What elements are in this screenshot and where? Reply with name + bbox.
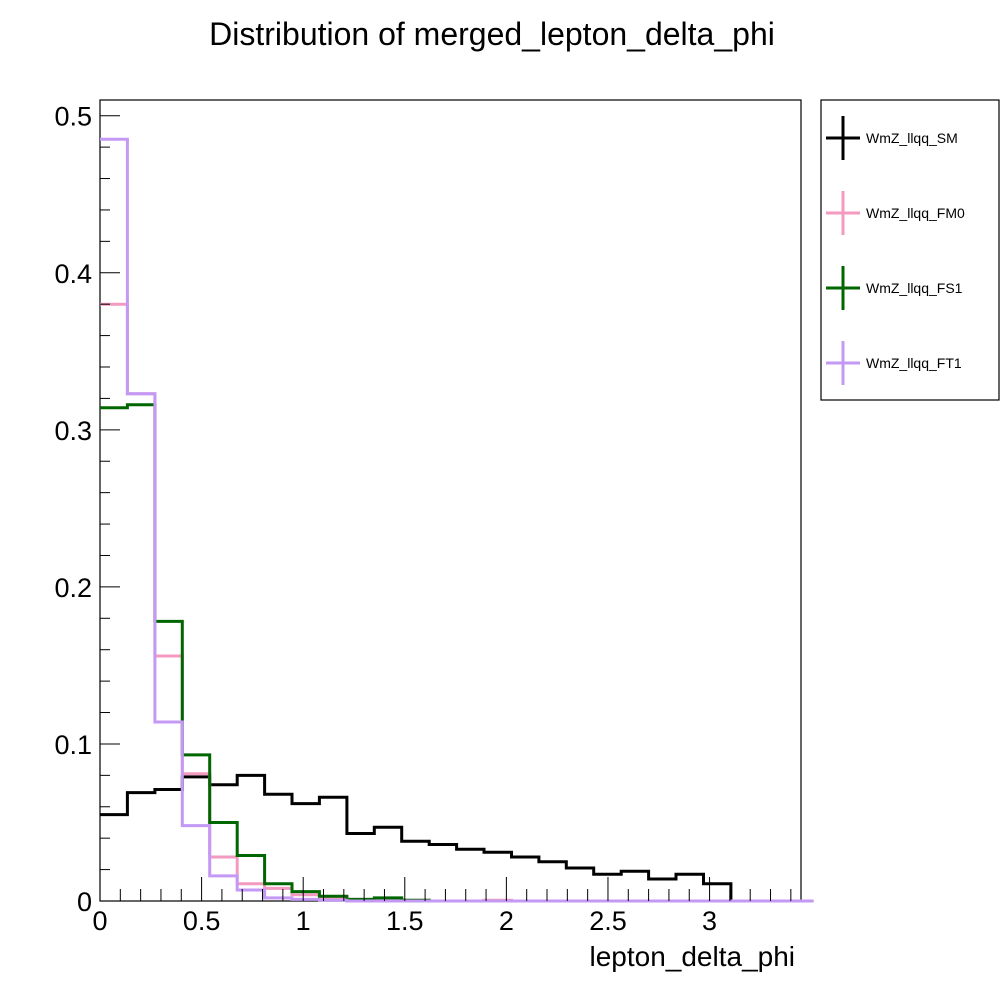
x-axis-label: lepton_delta_phi <box>589 941 795 972</box>
plot-frame <box>99 99 802 902</box>
x-tick-label: 2.5 <box>589 906 627 936</box>
plot-area: 0 0.5 1 1.5 2 2.5 3 0 0.1 0.2 0.3 0.4 0.5 <box>54 99 814 936</box>
legend-label: WmZ_llqq_FT1 <box>866 355 962 371</box>
x-tick-label: 0 <box>92 906 107 936</box>
legend-item-WmZ_llqq_SM: WmZ_llqq_SM <box>826 116 958 160</box>
y-tick-label: 0.3 <box>54 416 92 446</box>
series-line-WmZ_llqq_SM <box>100 773 814 903</box>
x-tick-label: 1 <box>296 906 311 936</box>
y-tick-label: 0.2 <box>54 573 92 603</box>
y-tick-label: 0.4 <box>54 259 92 289</box>
x-tick-label: 1.5 <box>386 906 424 936</box>
y-tick-label: 0.1 <box>54 730 92 760</box>
chart-title: Distribution of merged_lepton_delta_phi <box>209 16 775 52</box>
x-tick-label: 2 <box>499 906 514 936</box>
legend-item-WmZ_llqq_FM0: WmZ_llqq_FM0 <box>826 191 965 235</box>
y-axis: 0 0.1 0.2 0.3 0.4 0.5 <box>54 102 120 917</box>
series-line-WmZ_llqq_FT1 <box>100 137 814 903</box>
legend-box <box>820 99 1000 401</box>
y-tick-label: 0.5 <box>54 102 92 132</box>
legend-item-WmZ_llqq_FS1: WmZ_llqq_FS1 <box>826 266 963 310</box>
legend-label: WmZ_llqq_FM0 <box>866 205 965 221</box>
legend-label: WmZ_llqq_FS1 <box>866 280 963 296</box>
legend: WmZ_llqq_SM WmZ_llqq_FM0 WmZ_llqq_FS1 WmZ_l… <box>820 99 1000 401</box>
x-axis: 0 0.5 1 1.5 2 2.5 3 <box>92 877 792 936</box>
legend-item-WmZ_llqq_FT1: WmZ_llqq_FT1 <box>826 341 962 385</box>
y-tick-label: 0 <box>77 887 92 917</box>
legend-label: WmZ_llqq_SM <box>866 130 958 146</box>
x-tick-label: 0.5 <box>183 906 221 936</box>
x-tick-label: 3 <box>702 906 717 936</box>
series-layer <box>100 137 814 903</box>
